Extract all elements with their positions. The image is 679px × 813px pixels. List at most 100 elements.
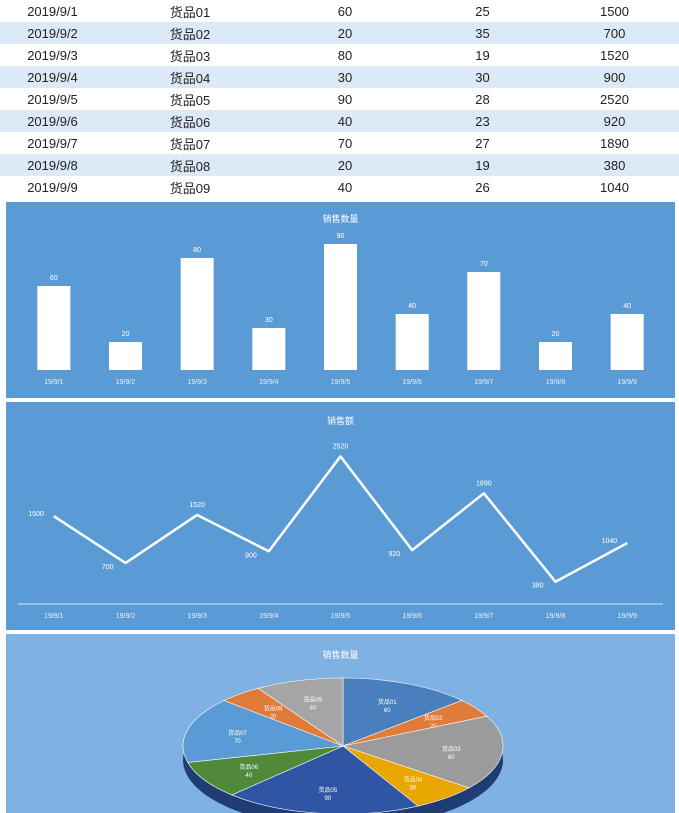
- table-cell: 2019/9/6: [0, 110, 105, 132]
- pie-slice: [257, 677, 344, 747]
- table-cell: 货品03: [105, 44, 275, 66]
- sales-line: [53, 455, 628, 583]
- x-tick-label: 19/9/2: [116, 379, 136, 386]
- x-tick-label: 19/9/7: [474, 613, 494, 620]
- x-tick-label: 19/9/8: [546, 613, 566, 620]
- line-value-label: 700: [102, 564, 114, 571]
- table-cell: 25: [415, 0, 550, 22]
- x-tick-label: 19/9/3: [187, 613, 207, 620]
- table-cell: 26: [415, 176, 550, 198]
- table-cell: 2019/9/8: [0, 154, 105, 176]
- bar-chart: 销售数量 60 19/9/1 20 19/9/2 80 19/9/3 30 19/9/4 90 1…: [37, 213, 644, 386]
- pie-slice-label: 货品06: [239, 763, 258, 771]
- table-cell: 货品08: [105, 154, 275, 176]
- pie-slice-label: 货品01: [378, 698, 397, 706]
- table-cell: 70: [275, 132, 415, 154]
- bar: [37, 286, 71, 370]
- bar-value-label: 80: [193, 247, 201, 254]
- x-tick-label: 19/9/1: [44, 613, 64, 620]
- line-value-label: 1520: [189, 502, 205, 509]
- table-cell: 60: [275, 0, 415, 22]
- pie-slice-label: 货品03: [442, 745, 461, 753]
- pie-slice: [182, 700, 344, 763]
- table-cell: 货品02: [105, 22, 275, 44]
- table-cell: 货品04: [105, 66, 275, 88]
- pie-slice-label: 货品04: [404, 775, 423, 783]
- table-cell: 920: [550, 110, 679, 132]
- line-value-label: 920: [388, 551, 400, 558]
- x-tick-label: 19/9/2: [116, 613, 136, 620]
- line-value-label: 1500: [28, 511, 44, 518]
- bar-value-label: 60: [50, 275, 58, 282]
- table-cell: 20: [275, 154, 415, 176]
- table-cell: 700: [550, 22, 679, 44]
- table-cell: 28: [415, 88, 550, 110]
- x-tick-label: 19/9/3: [187, 379, 207, 386]
- table-row: 2019/9/7 货品07 70 27 1890: [0, 132, 679, 154]
- table-row: 2019/9/2 货品02 20 35 700: [0, 22, 679, 44]
- bar-value-label: 90: [337, 233, 345, 240]
- bar-value-label: 20: [122, 331, 130, 338]
- bar: [252, 328, 286, 370]
- table-cell: 2019/9/5: [0, 88, 105, 110]
- table-cell: 2019/9/2: [0, 22, 105, 44]
- table-cell: 90: [275, 88, 415, 110]
- bar: [395, 314, 429, 370]
- table-cell: 货品01: [105, 0, 275, 22]
- x-tick-label: 19/9/5: [331, 613, 351, 620]
- bar-value-label: 30: [265, 317, 273, 324]
- table-row: 2019/9/6 货品06 40 23 920: [0, 110, 679, 132]
- table-cell: 2019/9/4: [0, 66, 105, 88]
- x-tick-label: 19/9/6: [402, 379, 422, 386]
- line-chart: 销售额 1500 19/9/1 700 19/9/2 1520 19/9/3 900 19/9…: [18, 415, 663, 620]
- table-row: 2019/9/1 货品01 60 25 1500: [0, 0, 679, 22]
- table-cell: 2019/9/9: [0, 176, 105, 198]
- table-cell: 1890: [550, 132, 679, 154]
- x-tick-label: 19/9/9: [617, 379, 637, 386]
- table-cell: 80: [275, 44, 415, 66]
- x-tick-label: 19/9/1: [44, 379, 64, 386]
- bar: [467, 272, 501, 370]
- table-cell: 1040: [550, 176, 679, 198]
- table-cell: 40: [275, 110, 415, 132]
- bar-chart-panel: 销售数量 60 19/9/1 20 19/9/2 80 19/9/3 30 19/9/4 90 1…: [6, 202, 675, 398]
- bar-value-label: 70: [480, 261, 488, 268]
- x-tick-label: 19/9/5: [331, 379, 351, 386]
- table-cell: 货品05: [105, 88, 275, 110]
- table-cell: 35: [415, 22, 550, 44]
- pie-slice-label: 货品07: [228, 729, 247, 737]
- bar: [109, 342, 142, 370]
- table-cell: 27: [415, 132, 550, 154]
- bar-value-label: 40: [623, 303, 631, 310]
- table-row: 2019/9/4 货品04 30 30 900: [0, 66, 679, 88]
- pie-chart-panel: 销售数量 货品01 60 货品02 20 货品03 80 货品04 30 货品05 90 货品06 4…: [6, 634, 675, 813]
- table-cell: 货品06: [105, 110, 275, 132]
- line-value-label: 1040: [602, 538, 618, 545]
- bar-chart-title: 销售数量: [322, 213, 358, 224]
- pie-slice-value: 40: [245, 773, 252, 779]
- x-tick-label: 19/9/7: [474, 379, 494, 386]
- line-value-label: 900: [245, 552, 257, 559]
- x-tick-label: 19/9/4: [259, 613, 279, 620]
- pie-slice: [342, 677, 463, 747]
- pie-slice-label: 货品05: [319, 786, 338, 794]
- table-cell: 30: [415, 66, 550, 88]
- table-cell: 19: [415, 154, 550, 176]
- table-cell: 2019/9/7: [0, 132, 105, 154]
- table-row: 2019/9/3 货品03 80 19 1520: [0, 44, 679, 66]
- line-value-label: 380: [532, 583, 544, 590]
- table-cell: 货品09: [105, 176, 275, 198]
- table-cell: 2019/9/3: [0, 44, 105, 66]
- bar: [324, 244, 357, 370]
- pie-slice-value: 70: [234, 739, 241, 745]
- pie-slice-value: 40: [310, 706, 317, 712]
- pie-slice-value: 90: [325, 796, 332, 802]
- pie-slice-value: 30: [410, 785, 417, 791]
- x-tick-label: 19/9/9: [617, 613, 637, 620]
- table-cell: 2019/9/1: [0, 0, 105, 22]
- pie-slice-value: 60: [384, 708, 391, 714]
- table-row: 2019/9/8 货品08 20 19 380: [0, 154, 679, 176]
- line-chart-title: 销售额: [327, 415, 354, 426]
- table-row: 2019/9/9 货品09 40 26 1040: [0, 176, 679, 198]
- line-chart-panel: 销售额 1500 19/9/1 700 19/9/2 1520 19/9/3 900 19/9…: [6, 402, 675, 630]
